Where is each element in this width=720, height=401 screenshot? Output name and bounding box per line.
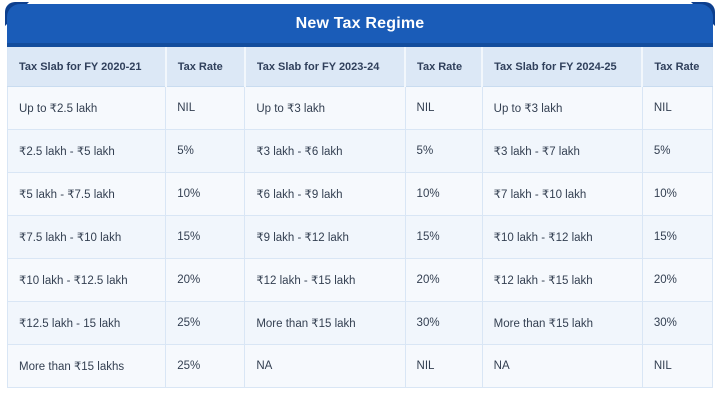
tax-rate-cell: 10% bbox=[641, 172, 714, 216]
tax-rate-cell: 30% bbox=[641, 301, 714, 345]
tax-slab-cell: ₹3 lakh - ₹6 lakh bbox=[244, 129, 406, 173]
tax-slab-cell: Up to ₹3 lakh bbox=[244, 86, 406, 130]
tax-slab-cell: Up to ₹2.5 lakh bbox=[6, 86, 167, 130]
tax-rate-cell: 20% bbox=[165, 258, 246, 302]
tax-slab-cell: ₹10 lakh - ₹12.5 lakh bbox=[6, 258, 167, 302]
column-header-rate-fy2024-25: Tax Rate bbox=[642, 47, 713, 87]
tax-slab-cell: ₹3 lakh - ₹7 lakh bbox=[481, 129, 643, 173]
tax-slab-cell: ₹7 lakh - ₹10 lakh bbox=[481, 172, 643, 216]
column-header-rate-fy2020-21: Tax Rate bbox=[165, 47, 246, 87]
tax-rate-cell: 25% bbox=[165, 344, 246, 388]
tax-slab-cell: ₹6 lakh - ₹9 lakh bbox=[244, 172, 406, 216]
tax-rate-cell: 20% bbox=[641, 258, 714, 302]
tax-slab-cell: ₹12.5 lakh - 15 lakh bbox=[6, 301, 167, 345]
tax-slab-cell: ₹5 lakh - ₹7.5 lakh bbox=[6, 172, 167, 216]
tax-slab-cell: ₹7.5 lakh - ₹10 lakh bbox=[6, 215, 167, 259]
tax-rate-cell: 10% bbox=[404, 172, 483, 216]
tax-rate-cell: NIL bbox=[404, 86, 483, 130]
tax-rate-cell: 25% bbox=[165, 301, 246, 345]
tax-rate-cell: NIL bbox=[404, 344, 483, 388]
tax-table: Tax Slab for FY 2020-21 Tax Rate Tax Sla… bbox=[6, 47, 714, 388]
tax-slab-cell: ₹2.5 lakh - ₹5 lakh bbox=[6, 129, 167, 173]
tax-slab-cell: Up to ₹3 lakh bbox=[481, 86, 643, 130]
column-header-rate-fy2023-24: Tax Rate bbox=[405, 47, 484, 87]
table-row: ₹10 lakh - ₹12.5 lakh 20% ₹12 lakh - ₹15 l… bbox=[6, 258, 714, 302]
tax-slab-cell: ₹9 lakh - ₹12 lakh bbox=[244, 215, 406, 259]
tax-rate-cell: NIL bbox=[641, 344, 714, 388]
header-row: Tax Slab for FY 2020-21 Tax Rate Tax Sla… bbox=[7, 47, 713, 87]
tax-rate-cell: 30% bbox=[404, 301, 483, 345]
table-row: More than ₹15 lakhs 25% NA NIL NA NIL bbox=[6, 344, 714, 388]
tax-rate-cell: NIL bbox=[165, 86, 246, 130]
tax-rate-cell: 15% bbox=[165, 215, 246, 259]
tax-slab-cell: More than ₹15 lakh bbox=[481, 301, 643, 345]
tax-rate-cell: 5% bbox=[641, 129, 714, 173]
column-header-slab-fy2023-24: Tax Slab for FY 2023-24 bbox=[244, 47, 407, 87]
tax-rate-cell: 5% bbox=[404, 129, 483, 173]
tax-table-body: Up to ₹2.5 lakh NIL Up to ₹3 lakh NIL Up to … bbox=[6, 86, 714, 388]
tax-slab-cell: ₹12 lakh - ₹15 lakh bbox=[244, 258, 406, 302]
tax-slab-cell: NA bbox=[481, 344, 643, 388]
column-header-slab-fy2024-25: Tax Slab for FY 2024-25 bbox=[482, 47, 644, 87]
tax-rate-cell: 10% bbox=[165, 172, 246, 216]
table-title-bar: New Tax Regime bbox=[7, 4, 713, 47]
column-header-slab-fy2020-21: Tax Slab for FY 2020-21 bbox=[7, 47, 167, 87]
table-row: Up to ₹2.5 lakh NIL Up to ₹3 lakh NIL Up to … bbox=[6, 86, 714, 130]
tax-slab-cell: NA bbox=[244, 344, 406, 388]
table-row: ₹2.5 lakh - ₹5 lakh 5% ₹3 lakh - ₹6 lakh 5%… bbox=[6, 129, 714, 173]
tax-slab-cell: ₹10 lakh - ₹12 lakh bbox=[481, 215, 643, 259]
tax-rate-cell: NIL bbox=[641, 86, 714, 130]
table-row: ₹5 lakh - ₹7.5 lakh 10% ₹6 lakh - ₹9 lakh 1… bbox=[6, 172, 714, 216]
tax-rate-cell: 15% bbox=[404, 215, 483, 259]
tax-table-header: Tax Slab for FY 2020-21 Tax Rate Tax Sla… bbox=[7, 47, 713, 87]
tax-table-card: New Tax Regime Tax Slab for FY 2020-21 T… bbox=[5, 2, 715, 388]
tax-rate-cell: 20% bbox=[404, 258, 483, 302]
table-row: ₹12.5 lakh - 15 lakh 25% More than ₹15 lak… bbox=[6, 301, 714, 345]
tax-rate-cell: 15% bbox=[641, 215, 714, 259]
tax-slab-cell: More than ₹15 lakhs bbox=[6, 344, 167, 388]
table-row: ₹7.5 lakh - ₹10 lakh 15% ₹9 lakh - ₹12 lak… bbox=[6, 215, 714, 259]
tax-rate-cell: 5% bbox=[165, 129, 246, 173]
tax-slab-cell: ₹12 lakh - ₹15 lakh bbox=[481, 258, 643, 302]
table-title: New Tax Regime bbox=[295, 15, 425, 32]
tax-slab-cell: More than ₹15 lakh bbox=[244, 301, 406, 345]
